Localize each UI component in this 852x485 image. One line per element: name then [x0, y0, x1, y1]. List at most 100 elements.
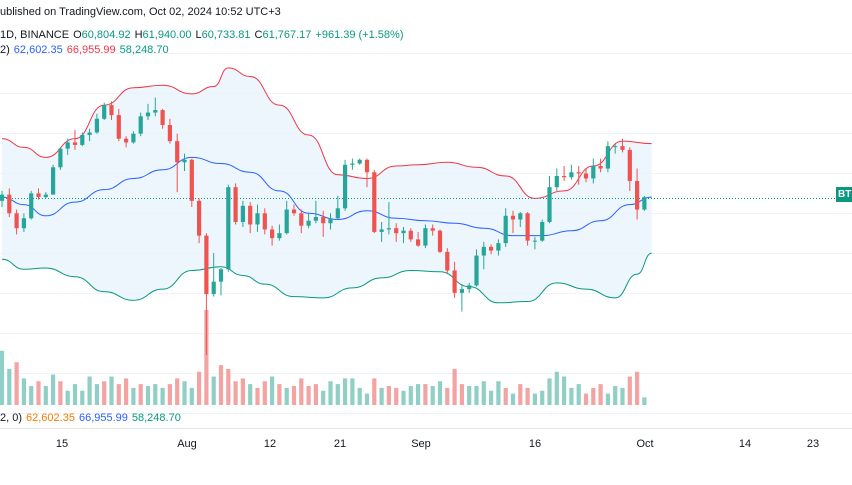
candle-body — [138, 116, 143, 134]
volume-bar — [335, 384, 340, 405]
candle-body — [167, 125, 172, 142]
candle-body — [481, 246, 486, 256]
vol-basis-value: 62,602.35 — [26, 412, 75, 424]
bb-basis-value: 62,602.35 — [13, 44, 63, 56]
ohlc-legend: 1D, BINANCE O60,804.92 H61,940.00 L60,733.8… — [0, 28, 404, 42]
candle-body — [65, 142, 70, 149]
volume-bar — [262, 381, 267, 405]
volume-bar — [87, 376, 92, 405]
high-value: 61,940.00 — [142, 29, 192, 41]
candle-body — [416, 239, 421, 246]
change-value: +961.39 (+1.58%) — [315, 29, 404, 41]
candle-body — [525, 213, 530, 241]
candle-body — [591, 166, 596, 179]
volume-bar — [0, 350, 5, 405]
volume-bar — [21, 378, 26, 405]
candle-body — [51, 167, 56, 195]
volume-bar — [394, 387, 399, 405]
volume-bar — [240, 378, 245, 405]
candle-body — [270, 229, 275, 239]
bb-upper-value: 66,955.99 — [66, 44, 116, 56]
volume-bar — [379, 387, 384, 405]
volume-bar — [233, 381, 238, 405]
high-label: H — [134, 29, 143, 41]
candle-body — [36, 193, 41, 198]
volume-bar — [72, 384, 78, 405]
volume-bar — [226, 368, 231, 405]
volume-bar — [321, 390, 326, 405]
volume-bar — [299, 378, 304, 405]
volume-bar — [372, 378, 377, 405]
candle-body — [408, 230, 413, 240]
x-tick-label: Oct — [636, 438, 654, 450]
candle-body — [503, 215, 508, 244]
volume-bar — [401, 390, 406, 405]
published-text: ublished on TradingView.com, Oct 02, 202… — [0, 6, 281, 18]
bb-lower-value: 58,248.70 — [119, 44, 169, 56]
volume-bar — [313, 384, 318, 405]
open-label: O — [73, 29, 82, 41]
volume-bar — [576, 384, 581, 405]
volume-bar — [489, 390, 494, 405]
volume-bar — [51, 374, 56, 405]
volume-bar — [627, 376, 632, 405]
volume-bar — [43, 386, 48, 405]
volume-bar — [175, 378, 180, 405]
volume-bar — [102, 381, 107, 405]
volume-bar — [547, 378, 552, 405]
candle-body — [445, 251, 450, 271]
candle-body — [343, 164, 348, 209]
volume-bar — [36, 381, 41, 405]
volume-bar — [124, 378, 129, 405]
volume-bar — [583, 393, 589, 405]
candle-body — [0, 194, 5, 201]
candle-body — [291, 209, 297, 214]
candle-body — [153, 110, 158, 113]
candle-body — [21, 218, 26, 229]
candle-body — [131, 133, 136, 143]
candle-body — [145, 112, 151, 117]
volume-bar — [408, 386, 413, 405]
bollinger-legend: 2) 62,602.35 66,955.99 58,248.70 — [0, 43, 169, 57]
candle-body — [160, 110, 165, 126]
candles — [0, 97, 647, 356]
volume-bar — [423, 384, 428, 405]
candle-body — [94, 118, 99, 133]
volume-bar — [525, 387, 530, 405]
volume-bar — [197, 371, 202, 405]
x-tick-label: Sep — [411, 438, 431, 450]
volume-bar — [562, 376, 567, 405]
candle-body — [605, 146, 610, 169]
volume-bar — [109, 376, 114, 405]
volume-bar — [503, 387, 508, 405]
low-value: 60,733.81 — [201, 29, 251, 41]
volume-bar — [131, 387, 136, 405]
candle-body — [540, 221, 545, 241]
candle-body — [642, 197, 647, 210]
volume-bar — [167, 384, 172, 405]
x-tick-label: 15 — [55, 438, 69, 450]
candle-body — [518, 213, 523, 220]
volume-bar — [467, 386, 472, 405]
volume-bar — [445, 387, 450, 405]
candle-body — [613, 146, 618, 148]
x-tick-label: 23 — [806, 438, 820, 450]
candle-body — [218, 269, 224, 282]
bb-prefix: 2) — [0, 44, 10, 56]
candle-body — [233, 187, 238, 222]
volume-bar — [284, 387, 289, 405]
close-value: 61,767.17 — [262, 29, 312, 41]
volume-bar — [591, 387, 596, 405]
volume-bar — [306, 386, 311, 405]
candle-body — [474, 255, 479, 286]
symbol-info: 1D, BINANCE — [0, 29, 70, 41]
volume-bar — [328, 381, 333, 405]
volume-legend: 2, 0) 62,602.35 66,955.99 58,248.70 — [0, 411, 181, 425]
x-tick-label: Aug — [177, 438, 197, 450]
candle-body — [299, 213, 304, 226]
publish-info: ublished on TradingView.com, Oct 02, 202… — [0, 5, 281, 19]
candle-body — [14, 213, 19, 229]
candle-body — [284, 209, 289, 234]
volume-bar — [430, 386, 435, 405]
